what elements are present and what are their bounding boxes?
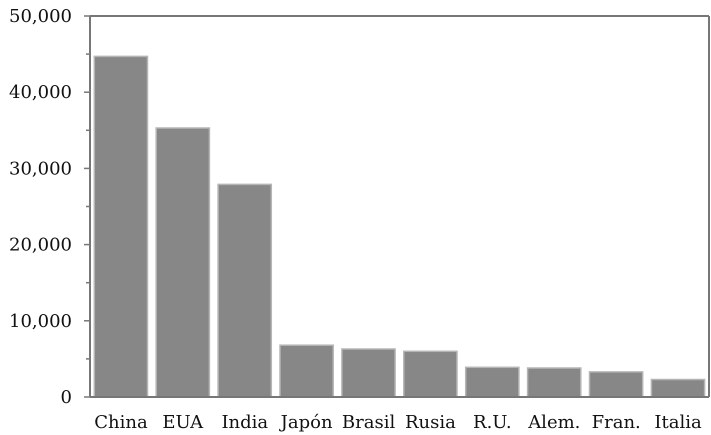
y-tick-label: 10,000 — [9, 311, 72, 332]
x-tick-label: Brasil — [342, 412, 396, 433]
x-tick-label: Japón — [279, 412, 333, 433]
x-axis-labels: China EUA India Japón Brasil Rusia R.U. Alem. Fr… — [94, 412, 702, 433]
x-tick-label: R.U. — [473, 412, 512, 433]
y-tick-label: 40,000 — [9, 82, 72, 103]
y-axis-ticks: 0 10,000 20,000 30,000 40,000 50,000 — [9, 6, 90, 408]
x-tick-label: Fran. — [592, 412, 641, 433]
x-tick-label: EUA — [162, 412, 204, 433]
bar-italia — [650, 378, 706, 398]
bar-fran — [588, 371, 644, 398]
bar-r-u — [464, 366, 520, 398]
x-tick-label: Italia — [654, 412, 702, 433]
x-tick-label: Alem. — [527, 412, 580, 433]
bar-brasil — [341, 348, 396, 398]
bar-india — [217, 183, 273, 398]
bar-alem — [526, 367, 582, 398]
y-tick-label: 0 — [61, 387, 72, 408]
bars — [93, 55, 706, 398]
x-tick-label: China — [94, 412, 148, 433]
y-tick-label: 50,000 — [9, 6, 72, 27]
bar-rusia — [403, 350, 458, 398]
bar-eua — [155, 127, 211, 398]
x-tick-label: India — [221, 412, 268, 433]
x-tick-label: Rusia — [405, 412, 456, 433]
y-tick-label: 20,000 — [9, 235, 72, 256]
bar-china — [93, 55, 149, 398]
y-tick-label: 30,000 — [9, 158, 72, 179]
bar-jap-n — [279, 344, 334, 398]
